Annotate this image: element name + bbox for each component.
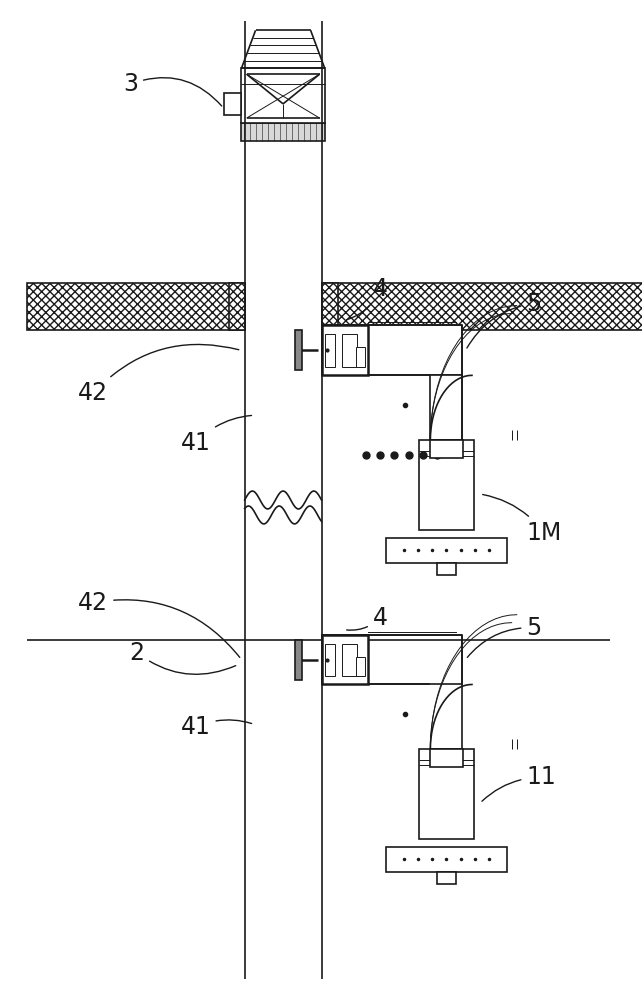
Bar [430,749,463,767]
Text: 41: 41 [181,415,251,455]
Bar [437,872,456,884]
Text: 2: 2 [129,641,236,674]
Bar [356,657,365,676]
Bar [229,283,245,330]
Bar [322,283,643,330]
Bar [325,334,336,367]
Bar [224,93,242,115]
Bar [294,330,302,370]
Bar [242,123,325,141]
Text: 42: 42 [78,344,239,405]
Bar [356,347,365,367]
Bar [386,538,507,563]
Text: 3: 3 [123,72,222,106]
Bar [27,283,245,330]
Bar [322,635,368,684]
Text: 1M: 1M [483,495,561,545]
Bar [419,749,473,839]
Text: 5: 5 [467,292,541,348]
Bar [242,68,325,123]
Bar [342,334,358,367]
Text: 41: 41 [181,715,251,739]
Text: 5: 5 [467,616,541,657]
Bar [386,847,507,872]
Bar [322,325,462,375]
Bar [437,563,456,575]
Bar [430,440,463,458]
Bar [322,635,462,684]
Bar [322,283,338,330]
Bar [342,644,358,676]
Text: 4: 4 [347,606,388,630]
Text: 4: 4 [347,277,388,320]
Bar [419,440,473,530]
Text: 11: 11 [482,765,556,801]
Text: 42: 42 [78,591,240,657]
Bar [430,375,462,440]
Bar [294,640,302,680]
Bar [322,325,368,375]
Bar [325,644,336,676]
